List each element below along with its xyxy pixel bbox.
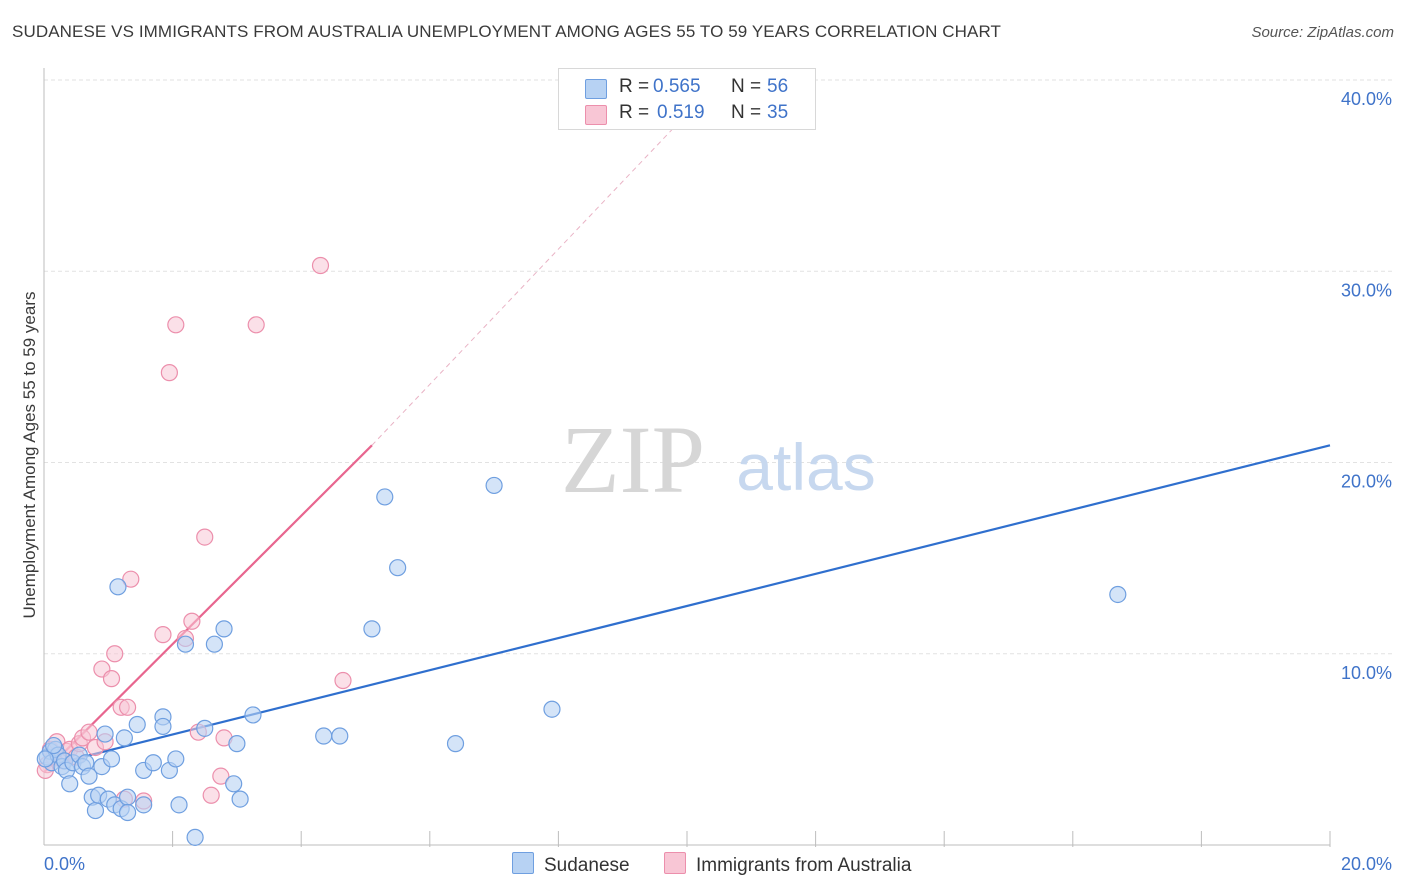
sudanese-point — [363, 620, 381, 638]
australia-point — [106, 645, 124, 663]
australia-point — [334, 671, 352, 690]
sudanese-point — [244, 706, 262, 724]
sudanese-point — [102, 750, 121, 768]
sudanese-point — [115, 729, 133, 747]
axes — [43, 68, 1331, 847]
bottom-legend-label: Immigrants from Australia — [696, 855, 912, 876]
sudanese-point — [96, 725, 114, 743]
sudanese-point — [331, 727, 349, 745]
sudanese-point — [144, 754, 162, 772]
sudanese-point — [231, 790, 249, 808]
legend-r-label: R = — [619, 102, 650, 123]
legend-swatch-pink — [585, 105, 607, 125]
sudanese-point — [1109, 585, 1127, 604]
y-axis-label: Unemployment Among Ages 55 to 59 years — [20, 291, 39, 619]
chart-title: SUDANESE VS IMMIGRANTS FROM AUSTRALIA UN… — [12, 22, 1002, 41]
sudanese-point — [36, 750, 54, 768]
bottom-legend-australia: Immigrants from Australia — [664, 852, 911, 877]
sudanese-point — [118, 788, 137, 806]
y-tick-label: 20.0% — [1341, 472, 1392, 492]
source-label: Source: ZipAtlas.com — [1251, 24, 1394, 41]
legend-swatch-blue — [585, 79, 607, 99]
bottom-legend-label: Sudanese — [544, 855, 630, 876]
sudanese-point — [543, 700, 561, 718]
sudanese-point — [154, 717, 172, 736]
sudanese-point — [167, 750, 185, 768]
tick-labels: 10.0% 20.0% 30.0% 40.0% 0.0% 20.0% — [44, 89, 1392, 874]
grid-lines — [44, 79, 1392, 655]
pink-trend-extension — [371, 79, 720, 446]
watermark: ZIP atlas — [561, 406, 876, 513]
sudanese-point — [215, 620, 233, 638]
legend-r-label: R = — [619, 76, 650, 97]
sudanese-point — [186, 828, 204, 846]
data-points — [36, 256, 1127, 846]
y-tick-label: 10.0% — [1341, 663, 1392, 683]
legend-n-label: N = — [731, 102, 762, 123]
australia-point — [160, 364, 178, 382]
sudanese-point — [196, 719, 214, 737]
sudanese-point — [135, 796, 153, 814]
legend-n-value: 35 — [767, 102, 789, 123]
legend-n-label: N = — [731, 76, 762, 97]
australia-point — [167, 316, 185, 334]
australia-point — [80, 723, 98, 741]
sudanese-point — [176, 635, 195, 653]
australia-point — [202, 786, 220, 804]
pink-trend-line — [43, 444, 373, 774]
correlation-legend: R = 0.565 N = 56 R = 0.519 N = 35 — [558, 68, 816, 130]
sudanese-point — [45, 736, 63, 755]
x-tick-label: 20.0% — [1341, 854, 1392, 874]
australia-point — [247, 316, 265, 334]
australia-point — [122, 570, 140, 588]
australia-point — [102, 670, 121, 688]
sudanese-point — [228, 735, 246, 753]
sudanese-point — [118, 803, 137, 822]
australia-point — [154, 626, 172, 644]
y-tick-label: 40.0% — [1341, 89, 1392, 109]
sudanese-point — [205, 635, 223, 653]
australia-point — [183, 612, 201, 630]
y-tick-label: 30.0% — [1341, 280, 1392, 300]
legend-r-value: 0.519 — [657, 102, 705, 123]
bottom-legend-swatch-blue — [512, 852, 534, 874]
sudanese-point — [376, 488, 394, 506]
sudanese-point — [61, 775, 79, 793]
sudanese-point — [315, 727, 333, 745]
australia-point — [311, 256, 330, 275]
legend-r-value: 0.565 — [653, 76, 701, 97]
watermark-atlas: atlas — [736, 430, 875, 504]
x-tick-label: 0.0% — [44, 854, 85, 874]
australia-point — [212, 767, 230, 785]
sudanese-point — [86, 801, 105, 820]
sudanese-point — [80, 767, 98, 785]
sudanese-point — [225, 775, 243, 793]
bottom-legend-sudanese: Sudanese — [512, 852, 630, 877]
legend-n-value: 56 — [767, 76, 789, 97]
sudanese-point — [128, 715, 146, 734]
sudanese-point — [446, 735, 465, 753]
australia-point — [118, 698, 137, 716]
bottom-legend-swatch-pink — [664, 852, 686, 874]
sudanese-point — [485, 476, 503, 495]
sudanese-point — [109, 578, 127, 596]
australia-point — [196, 528, 214, 546]
sudanese-point — [389, 559, 407, 577]
watermark-zip: ZIP — [561, 406, 705, 513]
sudanese-point — [170, 796, 188, 814]
